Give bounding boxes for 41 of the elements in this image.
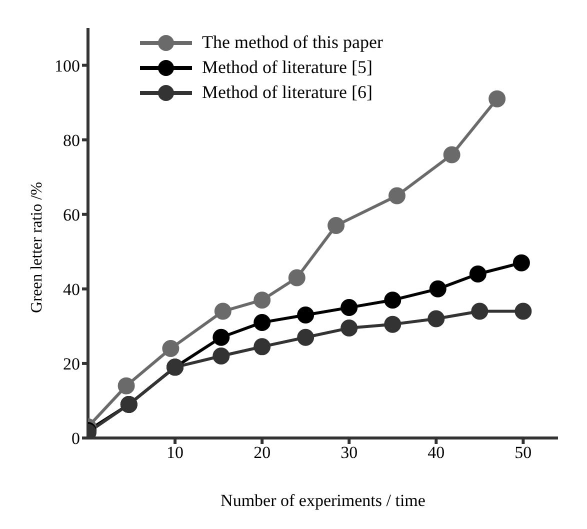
point (297, 328, 314, 346)
point (388, 187, 406, 204)
point (471, 302, 488, 320)
point (428, 310, 445, 328)
point (384, 316, 402, 333)
point (340, 320, 358, 337)
legend-label: Method of literature [6] (202, 81, 372, 104)
y-tick-label: 20 (63, 354, 80, 374)
point (429, 280, 446, 298)
x-tick-label: 50 (514, 443, 532, 462)
x-tick-label: 30 (340, 443, 358, 462)
legend-label: Method of literature [5] (202, 56, 372, 79)
y-tick-label: 0 (72, 429, 80, 448)
y-tick-label: 80 (63, 130, 80, 150)
x-tick-label: 20 (254, 443, 271, 462)
y-tick-label: 60 (63, 205, 80, 224)
point (162, 340, 180, 358)
point (488, 90, 506, 108)
y-axis-title: Green letter ratio /% (28, 182, 46, 313)
point (254, 292, 271, 309)
point (254, 314, 271, 331)
point (118, 377, 135, 394)
point (384, 292, 402, 309)
point (254, 338, 271, 356)
point (214, 302, 232, 320)
legend-label: The method of this paper (202, 31, 383, 54)
x-tick-label: 40 (428, 443, 445, 462)
x-tick-label: 10 (166, 443, 184, 462)
point (328, 217, 345, 234)
point (212, 348, 230, 364)
y-tick-label: 100 (54, 56, 80, 76)
x-axis-title: Number of experiments / time (220, 491, 426, 510)
point (288, 269, 306, 286)
y-tick-label: 40 (63, 280, 80, 299)
point (512, 254, 530, 272)
point (212, 328, 230, 346)
point (443, 146, 460, 164)
point (340, 299, 358, 316)
point (297, 306, 314, 324)
point (514, 302, 532, 320)
point (469, 266, 486, 282)
